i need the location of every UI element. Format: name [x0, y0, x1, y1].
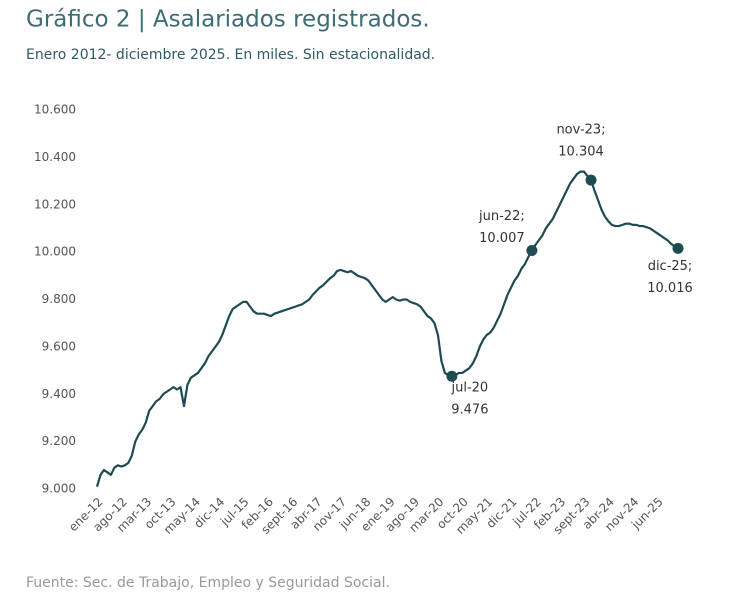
point-label: jul-20 [451, 381, 489, 396]
highlight-point [446, 370, 458, 382]
point-label: dic-25; [648, 259, 693, 274]
highlight-point [672, 242, 684, 254]
highlight-point [526, 244, 538, 256]
y-tick-label: 10.200 [34, 197, 76, 211]
y-tick-label: 10.000 [34, 245, 76, 259]
highlight-point [585, 174, 597, 186]
point-label: nov-23; [556, 123, 605, 138]
chart-subtitle: Enero 2012- diciembre 2025. En miles. Si… [26, 47, 435, 63]
data-line [95, 170, 679, 487]
y-tick-label: 9.000 [42, 482, 76, 496]
point-label: jun-22; [478, 209, 525, 224]
value-label: 10.007 [479, 231, 525, 246]
value-label: 10.304 [558, 145, 604, 160]
y-tick-label: 9.400 [42, 387, 76, 401]
value-label: 9.476 [451, 403, 488, 418]
source-note: Fuente: Sec. de Trabajo, Empleo y Seguri… [26, 575, 390, 591]
y-tick-label: 9.800 [42, 292, 76, 306]
y-tick-label: 9.600 [42, 339, 76, 353]
value-label: 10.016 [647, 281, 693, 296]
y-tick-label: 10.600 [34, 103, 76, 117]
chart-title: Gráfico 2 | Asalariados registrados. [26, 7, 430, 33]
y-tick-label: 9.200 [42, 434, 76, 448]
y-tick-label: 10.400 [34, 150, 76, 164]
